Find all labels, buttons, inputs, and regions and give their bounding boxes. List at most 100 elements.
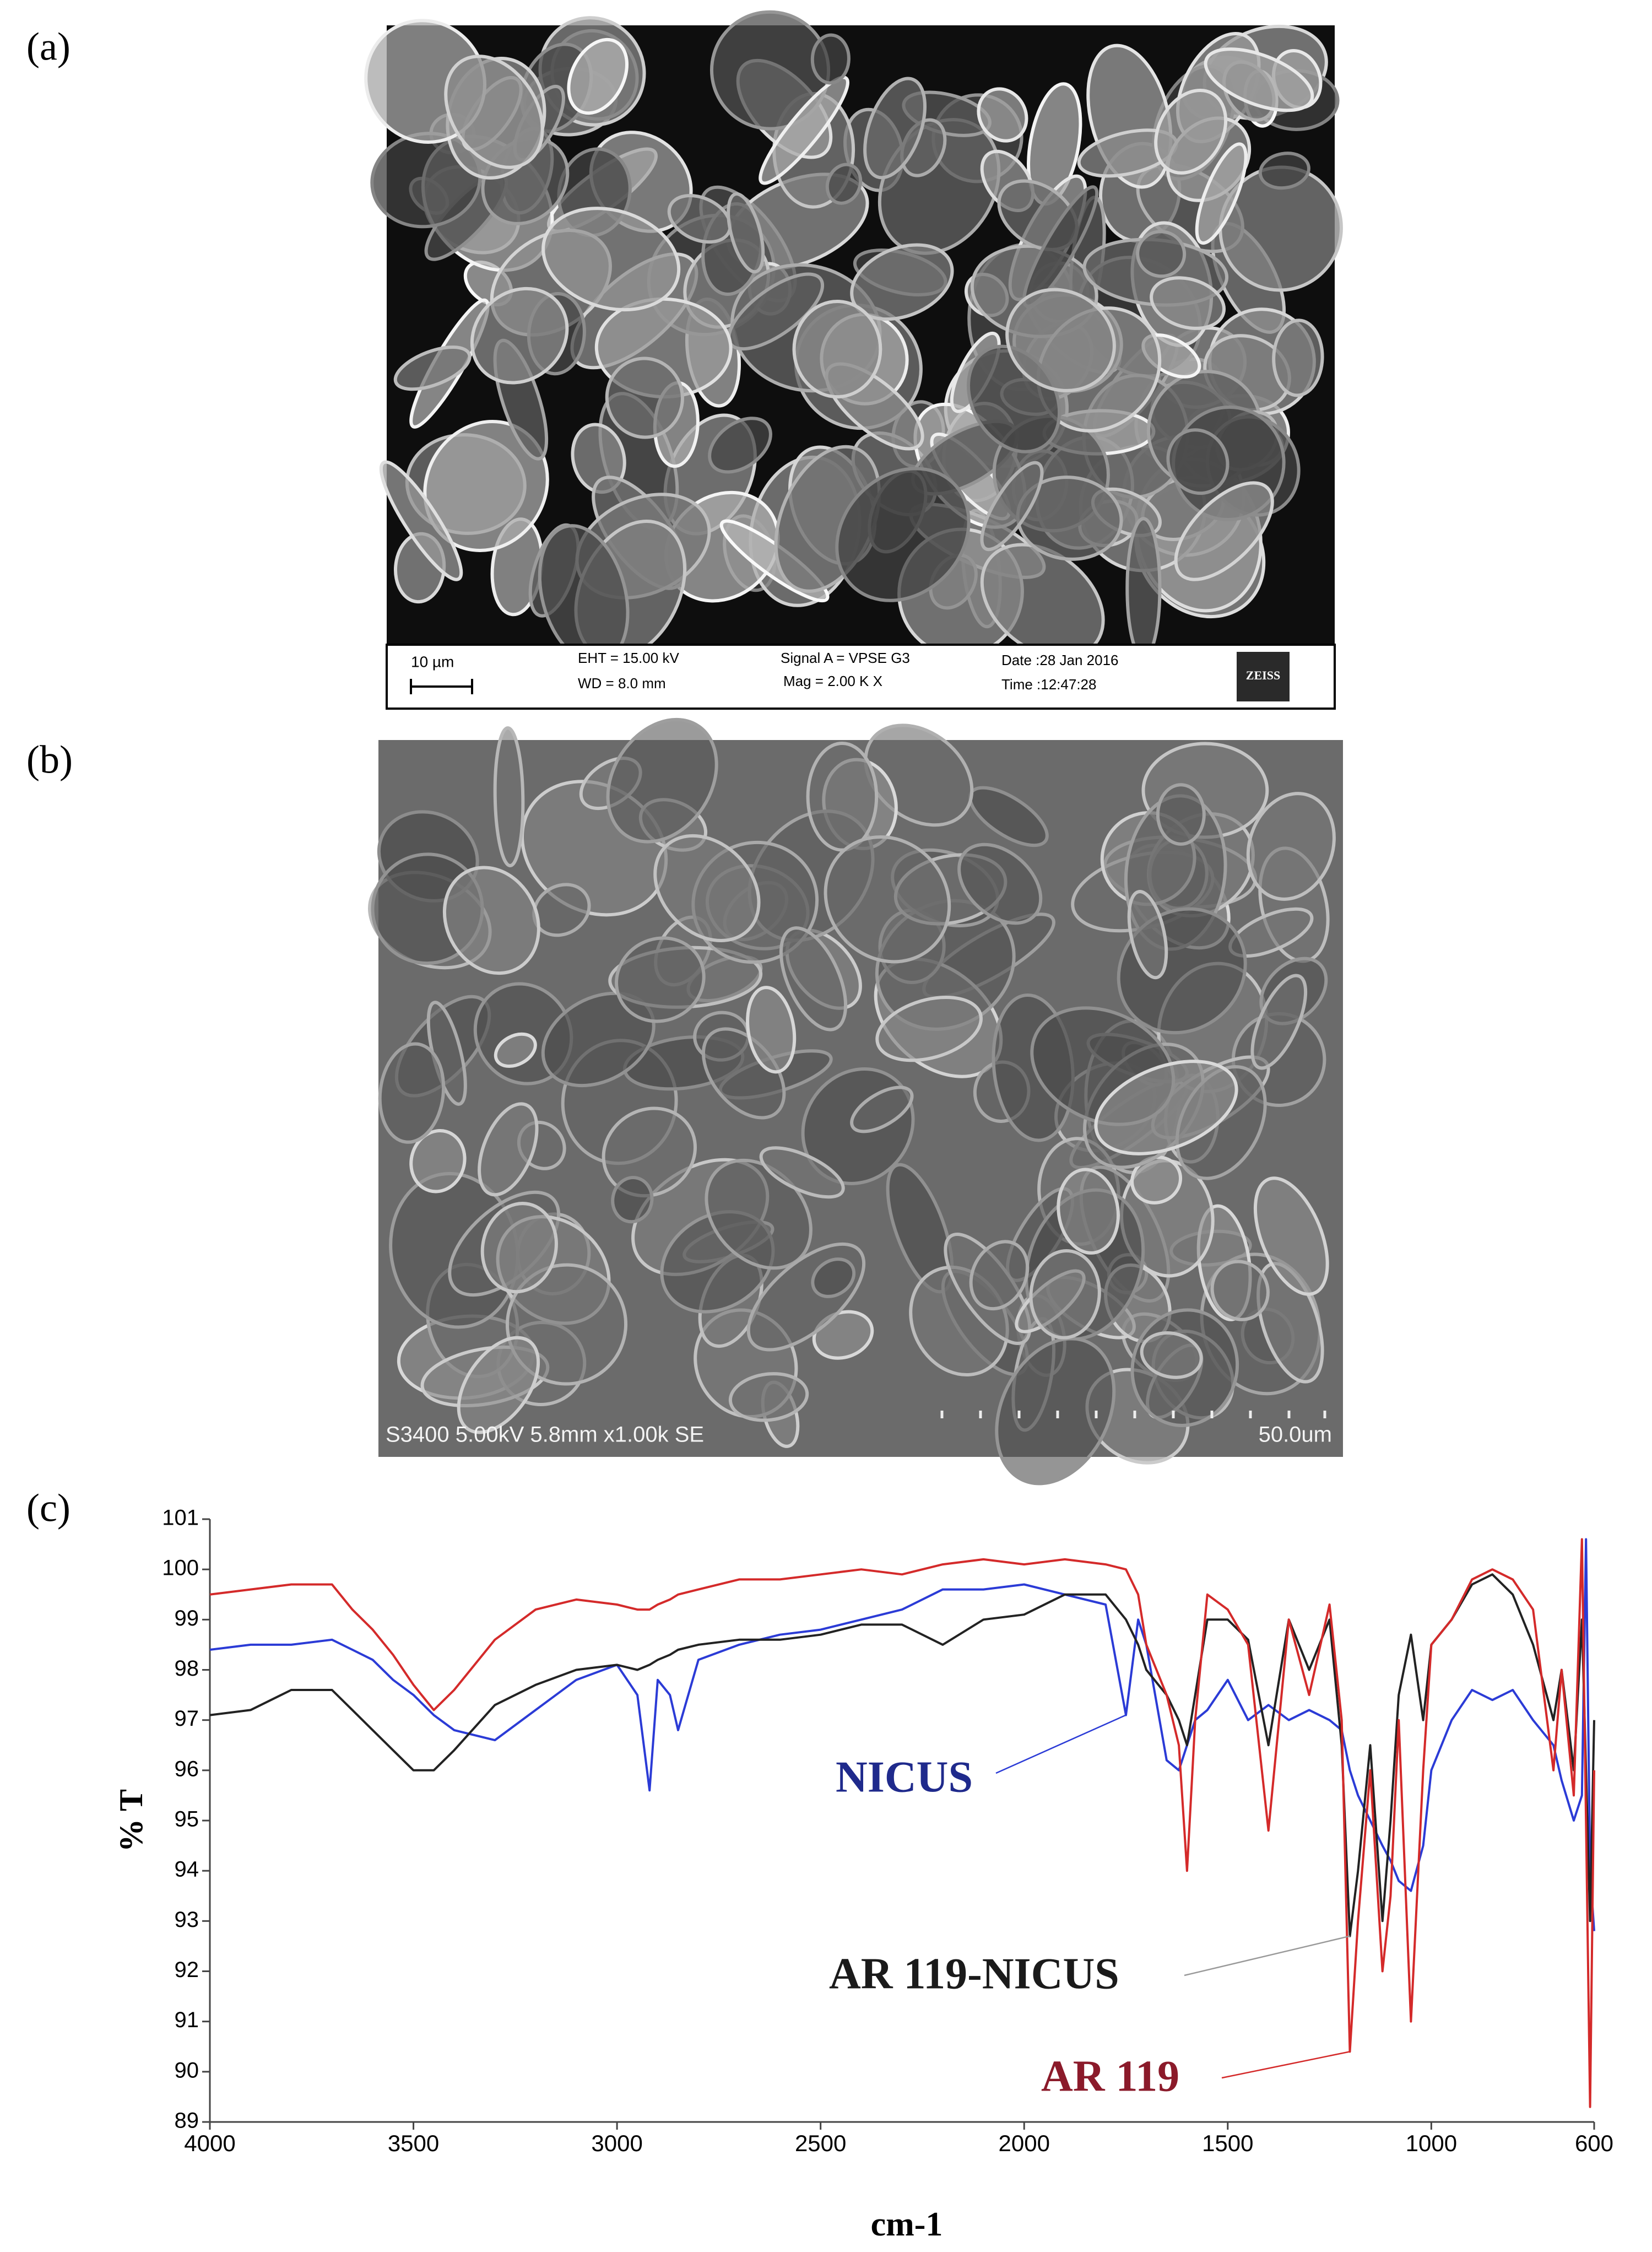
- x-tick-label: 3500: [388, 2130, 439, 2156]
- callout-line: [1221, 2051, 1350, 2079]
- sem-grain: [759, 1146, 845, 1199]
- sem-grain: [1057, 1168, 1120, 1255]
- sem-grain: [1154, 88, 1228, 175]
- logo-text: ZEISS: [1246, 668, 1280, 682]
- legend-label: AR 119: [1041, 2052, 1179, 2100]
- sem-grain: [1029, 1249, 1101, 1340]
- panel-label: (c): [26, 1486, 71, 1530]
- scale-ticks: [940, 1411, 1326, 1418]
- sem-grain: [493, 726, 525, 868]
- sem-texture: [368, 717, 1336, 1486]
- sem-grain: [977, 87, 1028, 143]
- logo: [1237, 652, 1290, 701]
- y-tick-label: 94: [175, 1857, 199, 1882]
- sem-grain: [653, 834, 761, 942]
- y-tick-label: 98: [175, 1656, 199, 1681]
- y-tick-label: 101: [162, 1506, 199, 1530]
- sem-grain: [605, 357, 684, 439]
- sem-grain: [1210, 1260, 1270, 1321]
- x-tick-label: 2500: [795, 2130, 846, 2156]
- sem-grain: [727, 192, 765, 274]
- sem-info: Signal A = VPSE G3: [781, 650, 910, 666]
- sem-grain: [494, 1032, 537, 1068]
- x-tick-label: 2000: [999, 2130, 1050, 2156]
- x-tick-label: 1000: [1406, 2130, 1457, 2156]
- sem-grain: [1127, 890, 1168, 980]
- y-tick-label: 92: [175, 1958, 199, 1982]
- y-tick-label: 89: [175, 2109, 199, 2133]
- series-line: [209, 1538, 1595, 2108]
- sem-grain: [835, 467, 971, 602]
- y-axis-label: % T: [113, 1789, 149, 1852]
- series-line: [209, 1538, 1595, 1931]
- sem-grain: [442, 866, 540, 975]
- sem-grain: [1136, 230, 1187, 278]
- sem-info: Date :28 Jan 2016: [1001, 652, 1119, 668]
- sem-grain: [980, 461, 1044, 552]
- legend-label: AR 119-NICUS: [829, 1949, 1119, 1998]
- sem-grain: [611, 1176, 654, 1224]
- y-tick-label: 97: [175, 1706, 199, 1731]
- ftir-chart: % T cm-1 89 90 91 92 93 94 95 96 97 98 99 100 101 400…: [113, 1506, 1613, 2244]
- sem-grain: [1174, 481, 1274, 581]
- x-tick-label: 3000: [591, 2130, 642, 2156]
- sem-grain: [409, 1129, 467, 1193]
- sem-grain: [850, 243, 954, 321]
- sem-grain: [759, 75, 849, 185]
- x-tick-label: 1500: [1202, 2130, 1253, 2156]
- sem-grain: [470, 287, 569, 385]
- sem-grain: [806, 741, 879, 852]
- scale-bar-label: 10 µm: [411, 653, 454, 670]
- sem-grain: [1253, 1176, 1329, 1296]
- x-tick-label: 600: [1575, 2130, 1613, 2156]
- scale-bar: [410, 679, 473, 694]
- legend-label: NICUS: [836, 1753, 973, 1801]
- y-tick-label: 99: [175, 1606, 199, 1630]
- panel-label: (b): [26, 738, 73, 782]
- y-tick-label: 96: [175, 1757, 199, 1781]
- sem-grain: [969, 1240, 1030, 1311]
- sem-grain: [863, 77, 927, 180]
- sem-grain: [824, 835, 951, 964]
- sem-grain: [1250, 974, 1308, 1070]
- sem-grain: [1140, 1331, 1203, 1379]
- sem-grain: [708, 417, 772, 474]
- sem-grain: [606, 717, 718, 844]
- sem-grain: [810, 33, 851, 85]
- sem-info: Time :12:47:28: [1001, 676, 1096, 693]
- sem-grain: [1195, 142, 1248, 245]
- sem-grain: [480, 1202, 558, 1294]
- sem-grain: [875, 995, 983, 1062]
- y-tick-label: 93: [175, 1908, 199, 1932]
- sem-grain: [995, 1337, 1116, 1486]
- x-tick-label: 4000: [184, 2130, 235, 2156]
- sem-info-bar: [386, 644, 1336, 710]
- sem-grain: [1272, 318, 1324, 397]
- sem-grain: [444, 55, 544, 169]
- sem-grain: [1005, 288, 1116, 392]
- sem-grain: [602, 1106, 697, 1198]
- sem-grain: [728, 1372, 809, 1422]
- sem-grain: [378, 1042, 446, 1144]
- sem-info: EHT = 15.00 kV: [578, 650, 679, 666]
- sem-grain: [1150, 276, 1226, 330]
- sem-grain: [779, 926, 848, 1032]
- sem-grain: [393, 345, 472, 391]
- sem-grain: [1156, 783, 1206, 846]
- x-axis-label: cm-1: [871, 2206, 943, 2243]
- sem-info: WD = 8.0 mm: [578, 675, 666, 692]
- sem-grain: [792, 299, 882, 399]
- sem-info: Mag = 2.00 K X: [783, 673, 882, 689]
- sem-grain: [1204, 47, 1314, 112]
- sem-grain: [957, 843, 1043, 925]
- sem-grain: [615, 936, 706, 1023]
- sem-grain: [1094, 1060, 1238, 1155]
- sem-grain: [541, 207, 681, 312]
- sem-grain: [567, 37, 629, 115]
- callout-line: [1184, 1935, 1350, 1976]
- sem-grain: [379, 460, 463, 581]
- y-tick-label: 90: [175, 2058, 199, 2082]
- sem-grain: [478, 1102, 539, 1197]
